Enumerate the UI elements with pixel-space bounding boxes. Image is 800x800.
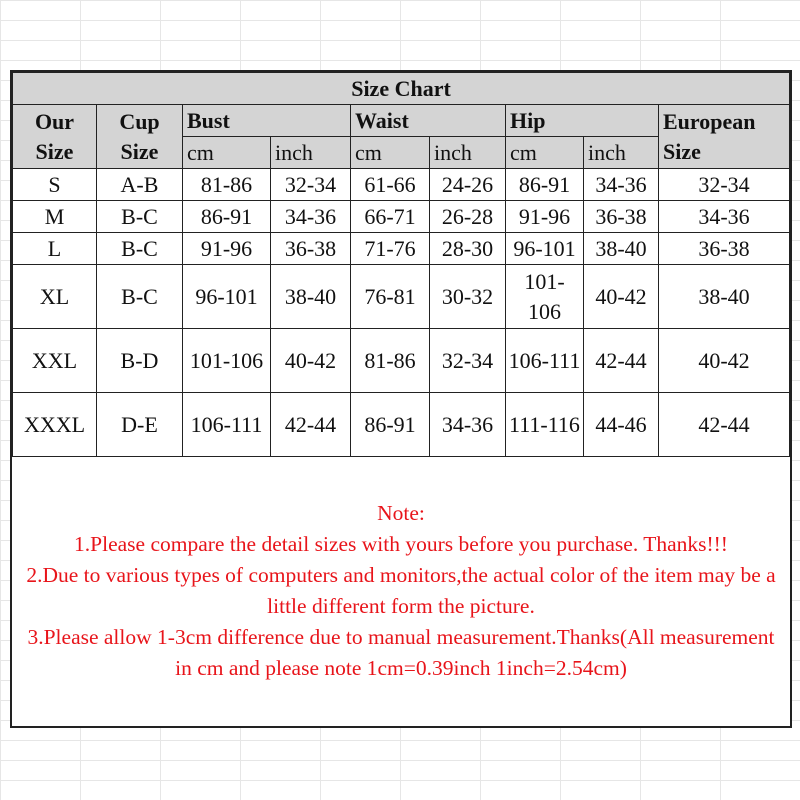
table-cell: 24-26 [429,168,506,201]
subheader-cm: cm [182,136,271,169]
table-cell: 76-81 [350,264,430,329]
note-line-2: 2.Due to various types of computers and … [26,563,776,618]
subheader-cm: cm [505,136,584,169]
table-cell: 106-111 [182,392,271,457]
table-cell: XXXL [12,392,97,457]
table-cell: 38-40 [583,232,659,265]
header-cup-size: Cup Size [96,104,183,169]
table-cell: 34-36 [583,168,659,201]
header-waist: Waist [350,104,506,137]
table-cell: 38-40 [270,264,351,329]
subheader-inch: inch [270,136,351,169]
table-cell: 101-106 [505,264,584,329]
table-cell: XL [12,264,97,329]
table-cell: S [12,168,97,201]
size-chart: Size Chart Our Size Cup Size Bust Waist Hi… [10,70,792,728]
table-cell: 96-101 [182,264,271,329]
table-cell: 26-28 [429,200,506,233]
table-cell: 38-40 [658,264,790,329]
table-cell: 86-91 [350,392,430,457]
table-cell: 40-42 [658,328,790,393]
table-cell: L [12,232,97,265]
table-cell: 42-44 [658,392,790,457]
table-cell: 30-32 [429,264,506,329]
subheader-inch: inch [429,136,506,169]
note-line-1: 1.Please compare the detail sizes with y… [74,532,728,556]
table-row: M B-C 86-91 34-36 66-71 26-28 91-96 36-38 34-36 [12,200,790,233]
header-european-size: European Size [658,104,790,169]
table-cell: 32-34 [429,328,506,393]
table-cell: 36-38 [583,200,659,233]
table-cell: 28-30 [429,232,506,265]
table-cell: 42-44 [583,328,659,393]
table-cell: 44-46 [583,392,659,457]
table-cell: 91-96 [505,200,584,233]
table-cell: 36-38 [270,232,351,265]
table-row: XL B-C 96-101 38-40 76-81 30-32 101-106 40-42 38… [12,264,790,329]
subheader-cm: cm [350,136,430,169]
table-cell: 111-116 [505,392,584,457]
header-our-size: Our Size [12,104,97,169]
note-heading: Note: [377,501,425,525]
table-title: Size Chart [12,72,790,105]
table-cell: B-C [96,264,183,329]
table-cell: 42-44 [270,392,351,457]
table-cell: 34-36 [658,200,790,233]
table-cell: 40-42 [270,328,351,393]
table-cell: 81-86 [350,328,430,393]
table-cell: B-D [96,328,183,393]
note-line-3: 3.Please allow 1-3cm difference due to m… [27,625,775,680]
table-cell: 81-86 [182,168,271,201]
table-cell: M [12,200,97,233]
size-table: Size Chart Our Size Cup Size Bust Waist Hi… [12,72,790,457]
table-cell: 106-111 [505,328,584,393]
table-cell: B-C [96,232,183,265]
table-cell: 36-38 [658,232,790,265]
table-cell: 96-101 [505,232,584,265]
header-hip: Hip [505,104,659,137]
subheader-inch: inch [583,136,659,169]
table-cell: 86-91 [182,200,271,233]
table-row: L B-C 91-96 36-38 71-76 28-30 96-101 38-40 36-38 [12,232,790,265]
table-cell: 40-42 [583,264,659,329]
table-cell: 91-96 [182,232,271,265]
table-cell: 34-36 [270,200,351,233]
table-cell: B-C [96,200,183,233]
table-cell: 71-76 [350,232,430,265]
table-row: XXL B-D 101-106 40-42 81-86 32-34 106-111 42-44… [12,328,790,393]
table-cell: 86-91 [505,168,584,201]
table-row: XXXL D-E 106-111 42-44 86-91 34-36 111-116 44-4… [12,392,790,457]
header-bust: Bust [182,104,351,137]
table-row: S A-B 81-86 32-34 61-66 24-26 86-91 34-36 32-34 [12,168,790,201]
table-cell: 61-66 [350,168,430,201]
table-cell: D-E [96,392,183,457]
table-cell: 101-106 [182,328,271,393]
table-cell: XXL [12,328,97,393]
table-cell: 32-34 [270,168,351,201]
table-cell: A-B [96,168,183,201]
table-cell: 66-71 [350,200,430,233]
table-cell: 34-36 [429,392,506,457]
table-cell: 32-34 [658,168,790,201]
note-block: Note: 1.Please compare the detail sizes … [12,498,790,684]
